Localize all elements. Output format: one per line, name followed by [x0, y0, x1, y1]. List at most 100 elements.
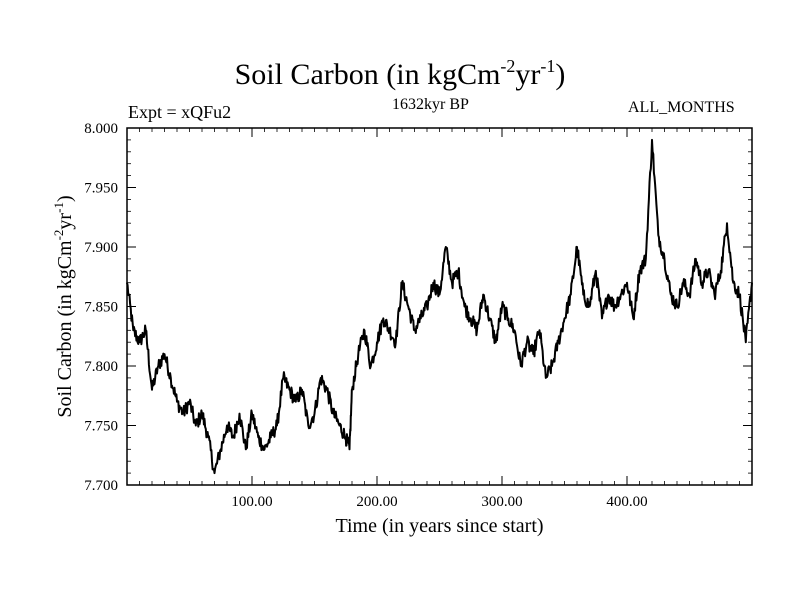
data-point: [607, 294, 609, 296]
data-point: [226, 424, 228, 427]
data-point: [457, 270, 459, 272]
data-point: [563, 317, 566, 319]
data-point: [695, 258, 697, 260]
data-point: [557, 341, 559, 343]
data-point: [663, 258, 666, 260]
data-point: [401, 282, 403, 284]
data-point: [526, 341, 528, 343]
data-point: [726, 222, 728, 224]
data-point: [263, 448, 266, 450]
data-point: [307, 424, 309, 427]
data-point: [688, 294, 691, 296]
x-axis-label: Time (in years since start): [335, 515, 543, 537]
data-point: [626, 282, 628, 284]
data-point: [182, 413, 184, 415]
data-point: [413, 329, 416, 331]
data-point: [163, 353, 166, 355]
data-point: [301, 389, 303, 391]
data-point: [270, 436, 272, 438]
data-point: [507, 317, 509, 319]
svg-text:Soil Carbon (in kgCm-2yr-1): Soil Carbon (in kgCm-2yr-1): [51, 195, 76, 417]
data-point: [713, 294, 716, 296]
data-point: [332, 413, 334, 415]
data-point: [357, 353, 359, 355]
data-point: [188, 401, 191, 403]
data-point: [395, 341, 397, 343]
data-point: [513, 329, 516, 331]
y-tick-label: 7.700: [84, 478, 118, 494]
data-point: [138, 341, 141, 343]
y-axis-label-close: ): [54, 195, 76, 202]
data-point: [601, 317, 603, 319]
data-point: [170, 377, 172, 379]
data-point: [157, 365, 159, 367]
x-tick-label: 100.00: [231, 494, 272, 510]
data-point: [645, 258, 647, 260]
data-point: [595, 270, 597, 272]
data-point: [432, 282, 434, 284]
data-point: [738, 294, 741, 296]
data-point: [745, 341, 747, 343]
data-point: [326, 389, 328, 391]
data-point: [363, 329, 366, 331]
data-point: [438, 294, 441, 296]
data-point: [570, 294, 572, 296]
data-point: [676, 305, 678, 308]
data-point: [445, 246, 447, 248]
chart-title-text: Soil Carbon (in kgCm: [234, 58, 501, 91]
data-point: [426, 305, 428, 308]
data-point: [132, 329, 134, 331]
y-tick-label: 7.800: [84, 359, 118, 375]
chart-title-exponent-1: -2: [500, 56, 516, 76]
data-point: [576, 246, 578, 248]
data-point: [670, 294, 672, 296]
data-point: [538, 329, 541, 331]
y-axis-label: Soil Carbon (in kgCm-2yr-1): [51, 195, 76, 417]
data-point: [251, 413, 253, 415]
data-point: [482, 294, 484, 296]
data-point: [682, 282, 684, 284]
data-point: [613, 305, 616, 308]
x-tick-label: 300.00: [481, 494, 522, 510]
data-point: [638, 270, 641, 272]
data-point: [213, 472, 216, 474]
data-point: [245, 448, 247, 450]
data-point: [382, 317, 384, 319]
data-point: [707, 270, 709, 272]
data-point: [701, 282, 703, 284]
data-point: [220, 448, 222, 450]
data-point: [348, 448, 351, 450]
data-point: [620, 294, 622, 296]
x-tick-label: 200.00: [356, 494, 397, 510]
chart-title-exponent-2: -1: [540, 56, 556, 76]
data-point: [476, 329, 478, 331]
y-axis-label-text: Soil Carbon (in kgCm: [54, 240, 76, 418]
data-point: [207, 436, 209, 438]
data-point: [201, 413, 203, 415]
data-point: [295, 401, 297, 403]
data-point: [657, 234, 659, 236]
series-layer: [126, 138, 753, 475]
tick-labels: 7.700 7.750 7.800 7.850 7.900 7.950 8.000 100.0…: [84, 121, 647, 510]
data-point: [632, 317, 634, 319]
chart-title-unit: yr: [515, 58, 541, 91]
data-point: [351, 389, 353, 391]
y-axis-label-unit: yr: [54, 213, 76, 230]
data-point: [732, 282, 734, 284]
data-point: [195, 424, 197, 427]
y-tick-label: 7.900: [84, 240, 118, 256]
experiment-label: Expt = xQFu2: [128, 102, 232, 122]
series-line: [126, 138, 753, 475]
data-point: [451, 282, 453, 284]
y-tick-label: 7.850: [84, 300, 118, 316]
data-point: [232, 436, 234, 438]
data-point: [470, 317, 472, 319]
data-point: [520, 365, 522, 367]
y-tick-label: 8.000: [84, 121, 118, 137]
y-axis-label-exponent-1: -2: [51, 230, 66, 241]
data-point: [288, 389, 291, 391]
data-point: [238, 413, 241, 415]
y-tick-label: 7.750: [84, 419, 118, 435]
data-point: [276, 424, 278, 427]
data-point: [588, 305, 591, 308]
